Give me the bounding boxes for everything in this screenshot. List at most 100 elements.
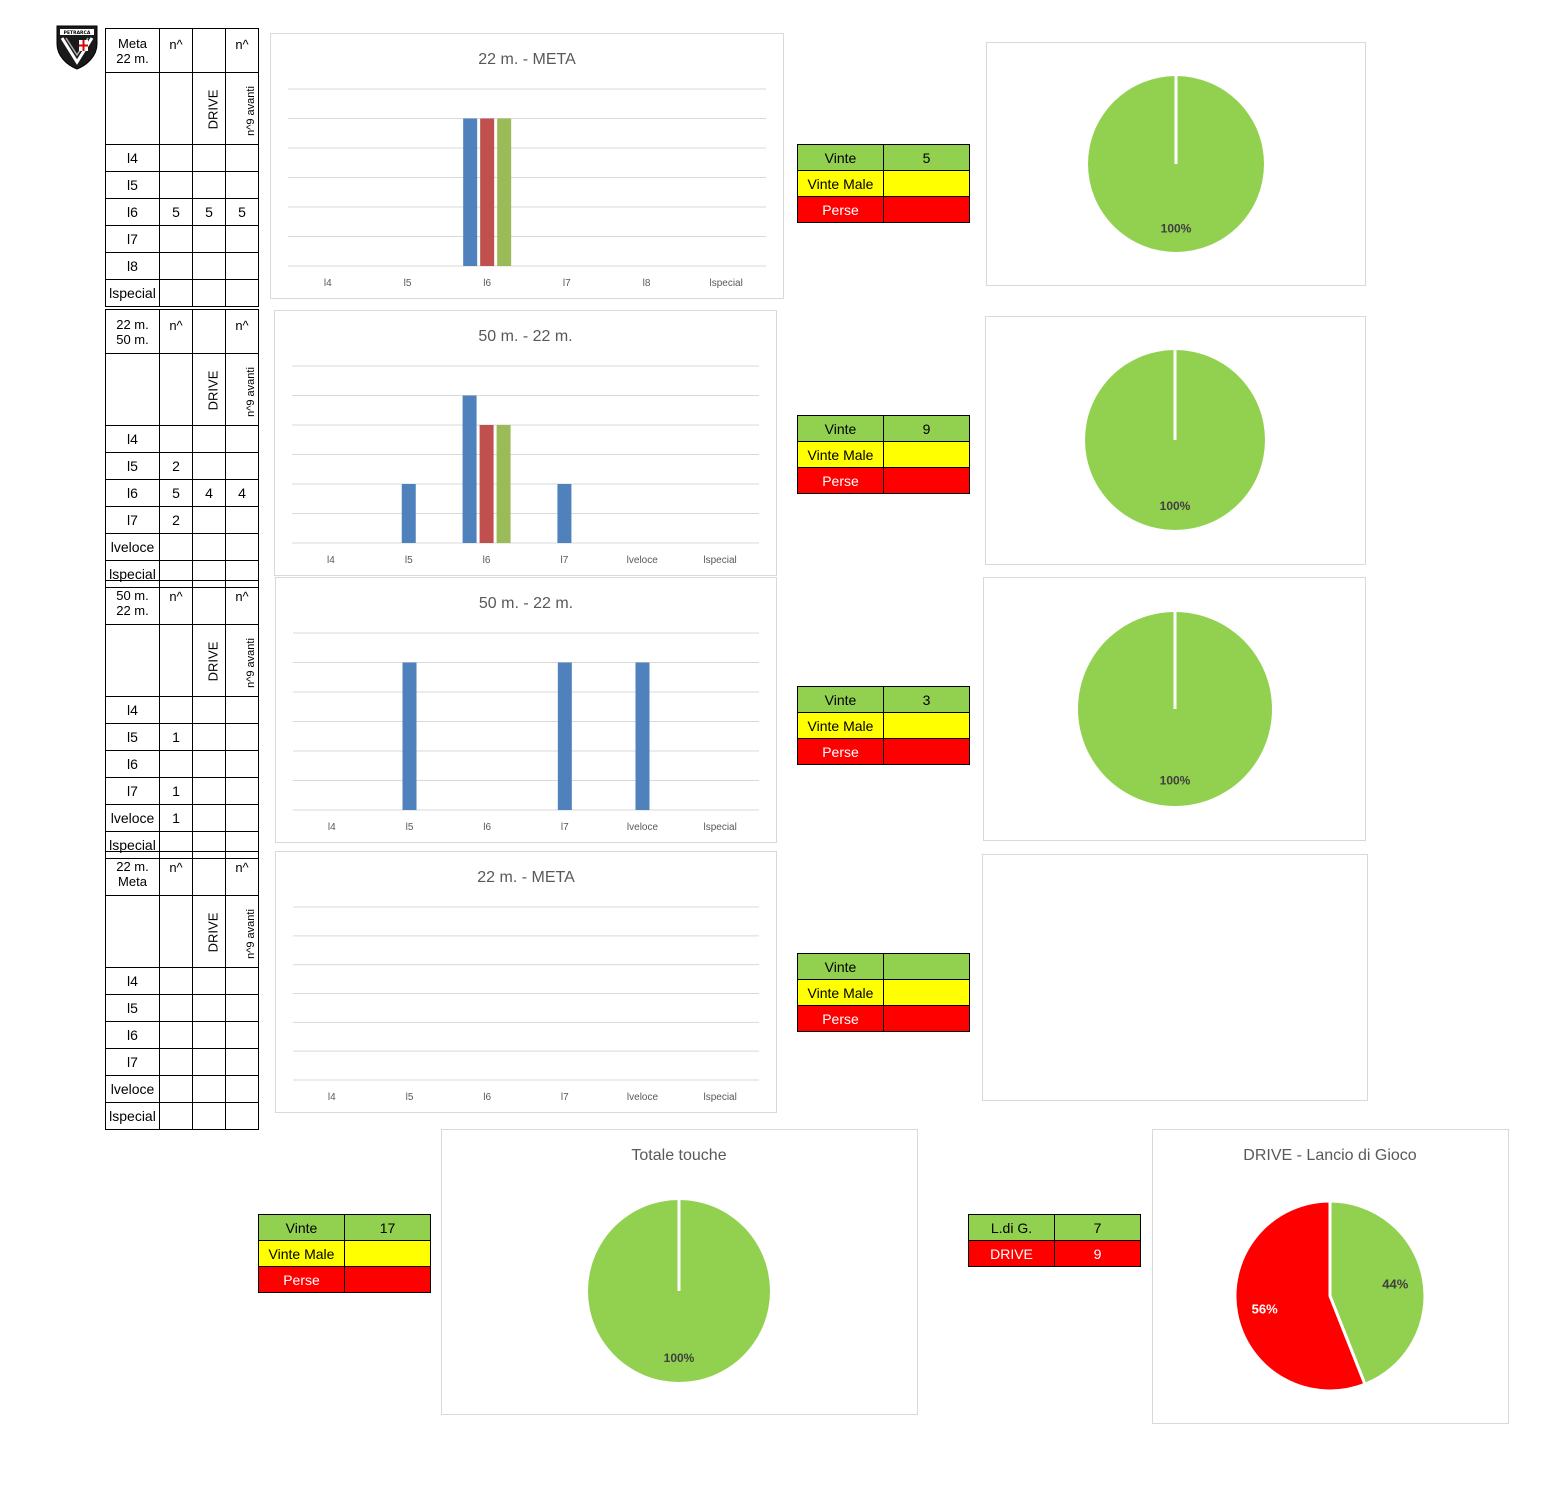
cell-label: l6 bbox=[105, 479, 160, 507]
bar-chart: 22 m. - META l4 l5 l6 l7 l8 lspecial bbox=[270, 33, 784, 299]
logo-text: PETRARCA bbox=[64, 30, 91, 36]
legend-vinte-value: 9 bbox=[883, 415, 970, 442]
chart-title: 50 m. - 22 m. bbox=[478, 328, 572, 345]
pie-slice-label: 100% bbox=[664, 1351, 695, 1365]
legend-vinte-male-value bbox=[883, 441, 970, 468]
cell-label: l5 bbox=[105, 723, 160, 751]
empty-cell bbox=[192, 851, 226, 896]
col-avanti-vertical: n^9 avanti bbox=[225, 895, 259, 968]
bar bbox=[497, 118, 512, 266]
table-title: 22 m. Meta bbox=[105, 851, 160, 896]
section-legend-table: Vinte 5 Vinte Male Perse bbox=[797, 144, 970, 223]
table-row: lspecial bbox=[105, 1102, 259, 1130]
cell-drive bbox=[192, 723, 226, 751]
drive-lancio-pie: DRIVE - Lancio di Gioco 44% 56% bbox=[1233, 1147, 1427, 1393]
bar bbox=[402, 662, 417, 810]
section-legend-table: Vinte Vinte Male Perse bbox=[797, 953, 970, 1032]
cell-n bbox=[159, 425, 193, 453]
cell-n: 2 bbox=[159, 506, 193, 534]
cell-drive bbox=[192, 1075, 226, 1103]
x-tick-label: l8 bbox=[643, 278, 651, 289]
table-title: 50 m. 22 m. bbox=[105, 580, 160, 625]
avanti-label: n^9 avanti bbox=[244, 908, 257, 959]
table-row: l6 5 5 5 bbox=[105, 198, 259, 226]
chart-title: 22 m. - META bbox=[477, 869, 575, 886]
table-row: l7 bbox=[105, 1048, 259, 1076]
cell-avanti bbox=[225, 967, 259, 995]
col-avanti-header: n^ bbox=[225, 309, 259, 354]
pie-slice-label: 100% bbox=[1160, 499, 1191, 513]
legend-vinte-label: Vinte bbox=[797, 953, 884, 980]
empty-cell bbox=[159, 624, 193, 697]
table-row: lveloce bbox=[105, 1075, 259, 1103]
cell-n bbox=[159, 1102, 193, 1130]
col-avanti-vertical: n^9 avanti bbox=[225, 624, 259, 697]
cell-n: 1 bbox=[159, 804, 193, 832]
legend-vinte-male-label: Vinte Male bbox=[797, 170, 884, 197]
empty-cell bbox=[192, 28, 226, 73]
table-title-line1: 22 m. bbox=[116, 858, 149, 874]
cell-n bbox=[159, 279, 193, 307]
drive-lancio-chart: DRIVE - Lancio di Gioco 44% 56% bbox=[1152, 1129, 1509, 1424]
table-row: l6 5 4 4 bbox=[105, 479, 259, 507]
cell-avanti bbox=[225, 750, 259, 778]
table-row: l4 bbox=[105, 967, 259, 995]
bar bbox=[479, 425, 494, 543]
col-avanti-header: n^ bbox=[225, 851, 259, 896]
pie-svg: 100% bbox=[1088, 76, 1264, 252]
cell-drive bbox=[192, 533, 226, 561]
legend-vinte-value bbox=[883, 953, 970, 980]
col-drive-header: DRIVE bbox=[192, 353, 226, 426]
table-title-line2: 22 m. bbox=[116, 50, 149, 66]
cell-label: l7 bbox=[105, 225, 160, 253]
legend-ldg-value: 7 bbox=[1054, 1214, 1141, 1241]
legend-ldg-label: L.di G. bbox=[968, 1214, 1055, 1241]
x-tick-label: l4 bbox=[324, 278, 332, 289]
cell-label: lspecial bbox=[105, 279, 160, 307]
pie-chart: 100% bbox=[985, 316, 1366, 565]
cell-drive bbox=[192, 506, 226, 534]
cell-n bbox=[159, 750, 193, 778]
cell-drive: 4 bbox=[192, 479, 226, 507]
drive-label: DRIVE bbox=[205, 89, 221, 129]
x-tick-label: l5 bbox=[405, 555, 413, 566]
legend-vinte-label: Vinte bbox=[797, 686, 884, 713]
x-tick-label: l7 bbox=[563, 278, 571, 289]
table-row: l4 bbox=[105, 425, 259, 453]
cell-label: lspecial bbox=[105, 1102, 160, 1130]
cell-drive bbox=[192, 144, 226, 172]
x-tick-label: l4 bbox=[328, 822, 336, 833]
cell-drive bbox=[192, 696, 226, 724]
cell-label: l7 bbox=[105, 1048, 160, 1076]
cell-n bbox=[159, 252, 193, 280]
legend-vinte-label: Vinte bbox=[797, 415, 884, 442]
chart-title: 50 m. - 22 m. bbox=[479, 595, 573, 612]
x-tick-label: lspecial bbox=[703, 555, 736, 566]
empty-cell bbox=[159, 895, 193, 968]
table-row: l4 bbox=[105, 144, 259, 172]
drive-label: DRIVE bbox=[205, 370, 221, 410]
cell-label: l4 bbox=[105, 967, 160, 995]
cell-drive bbox=[192, 171, 226, 199]
x-tick-label: lveloce bbox=[627, 822, 659, 833]
avanti-label: n^9 avanti bbox=[244, 85, 257, 136]
cell-label: lveloce bbox=[105, 533, 160, 561]
col-drive-header: DRIVE bbox=[192, 624, 226, 697]
cell-label: l6 bbox=[105, 1021, 160, 1049]
cell-label: l6 bbox=[105, 750, 160, 778]
bar bbox=[496, 425, 511, 543]
chart-title: 22 m. - META bbox=[478, 51, 576, 68]
x-tick-label: lveloce bbox=[627, 555, 659, 566]
x-tick-label: l6 bbox=[483, 822, 491, 833]
pie-svg: 100% bbox=[1085, 350, 1265, 530]
bar bbox=[462, 395, 477, 543]
x-tick-label: l4 bbox=[328, 1092, 336, 1103]
pie-svg: 100% bbox=[1078, 612, 1272, 806]
cell-label: l7 bbox=[105, 506, 160, 534]
col-avanti-vertical: n^9 avanti bbox=[225, 353, 259, 426]
legend-vinte-value: 17 bbox=[344, 1214, 431, 1241]
table-row: l6 bbox=[105, 750, 259, 778]
legend-perse-label: Perse bbox=[797, 1005, 884, 1032]
legend-vinte-male-value bbox=[883, 979, 970, 1006]
legend-vinte-male-label: Vinte Male bbox=[797, 979, 884, 1006]
